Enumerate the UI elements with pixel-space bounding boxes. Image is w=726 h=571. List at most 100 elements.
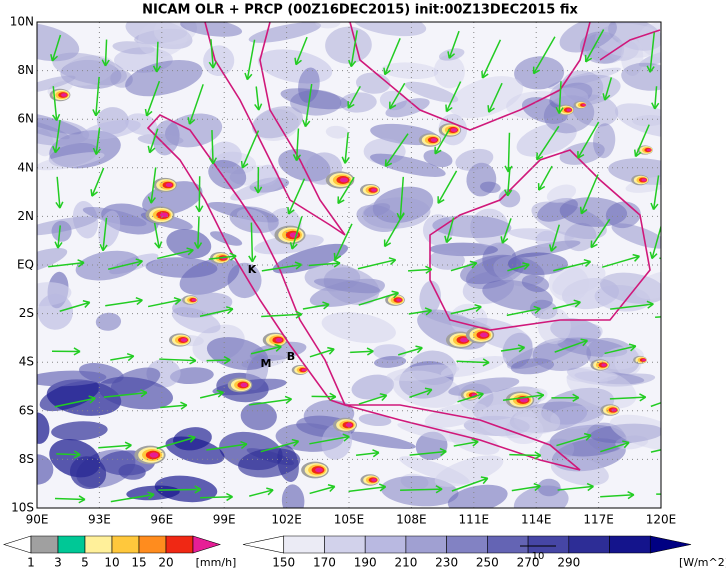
olr-patch — [110, 69, 133, 88]
olr-patch — [280, 88, 349, 110]
olr-patch — [386, 364, 460, 381]
wind-arrow — [261, 263, 302, 272]
wind-arrowhead — [240, 160, 244, 169]
wind-arrowhead — [329, 396, 337, 401]
wind-arrowhead — [292, 154, 298, 161]
wind-arrowhead — [448, 53, 456, 59]
wind-arrowhead — [425, 265, 433, 271]
wind-arrow — [509, 453, 541, 457]
olr-patch — [559, 22, 617, 53]
wind-arrow — [610, 303, 654, 310]
wind-arrow — [160, 404, 187, 409]
wind-arrowhead — [344, 157, 350, 164]
wind-arrowhead — [304, 120, 311, 128]
precip-cell — [520, 397, 528, 403]
olr-patch — [248, 22, 322, 43]
precip-cell — [396, 298, 402, 302]
wind-arrowhead — [333, 252, 336, 260]
wind-arrow — [59, 301, 90, 312]
lon-label: 108E — [396, 513, 427, 527]
olr-patch — [37, 412, 50, 444]
lon-label: 93E — [88, 513, 111, 527]
olr-patch — [609, 414, 661, 451]
olr-patch — [479, 181, 501, 193]
precip-cell — [191, 298, 197, 302]
colorbar-segment — [192, 535, 221, 554]
wind-arrowhead — [580, 338, 588, 342]
colorbar-segment — [57, 535, 86, 554]
wind-arrow — [287, 178, 306, 215]
wind-arrowhead — [267, 489, 274, 496]
wind-arrow — [309, 348, 335, 358]
wind-arrow — [538, 165, 553, 191]
olr-patch — [51, 421, 108, 441]
colorbar-label: 1 — [27, 556, 35, 570]
wind-arrowhead — [482, 361, 490, 367]
wind-arrowhead — [101, 59, 107, 67]
colorbar-segment — [649, 535, 692, 554]
wind-arrow — [246, 39, 256, 80]
wind-arrowhead — [146, 110, 153, 117]
colorbar-label: 10 — [104, 556, 119, 570]
lat-label: EQ — [17, 258, 34, 272]
colorbar-label: 15 — [131, 556, 146, 570]
wind-arrowhead — [240, 440, 248, 445]
precip-cell — [566, 108, 572, 112]
olr-patch — [566, 367, 609, 385]
olr-patch — [541, 387, 615, 425]
wind-arrowhead — [77, 259, 85, 264]
wind-arrow — [105, 299, 143, 307]
wind-arrowhead — [194, 485, 202, 490]
wind-arrowhead — [522, 262, 530, 266]
wind-arrowhead — [285, 398, 293, 404]
wind-arrow — [103, 391, 147, 398]
olr-patch — [379, 90, 407, 111]
wind-arrowhead — [287, 206, 290, 215]
wind-arrowhead — [680, 255, 686, 259]
wind-arrowhead — [208, 61, 214, 69]
wind-arrowhead — [323, 303, 330, 310]
olr-patch — [362, 197, 431, 229]
wind-arrow — [399, 176, 405, 220]
wind-arrow — [200, 496, 233, 499]
wind-arrowhead — [582, 339, 589, 347]
precip-cell — [430, 138, 438, 142]
precip-cell — [371, 478, 377, 482]
wind-arrowhead — [691, 311, 697, 314]
wind-arrowhead — [435, 488, 443, 494]
olr-patch — [531, 201, 607, 240]
wind-arrow — [507, 132, 511, 173]
wind-arrow — [56, 453, 81, 456]
colorbar-segment — [446, 535, 488, 554]
wind-arrowhead — [573, 299, 581, 303]
wind-arrowhead — [649, 251, 653, 259]
wind-arrow — [434, 128, 451, 155]
lat-label: 2N — [17, 209, 34, 223]
wind-arrowhead — [471, 438, 479, 443]
wind-arrowhead — [647, 303, 654, 309]
wind-arrowhead — [538, 185, 546, 191]
wind-arrowhead — [156, 65, 162, 73]
wind-arrow — [98, 444, 132, 449]
olr-patch — [561, 70, 604, 103]
olr-patch — [257, 49, 333, 84]
olr-patch — [455, 148, 494, 171]
wind-arrow — [54, 497, 85, 501]
wind-arrowhead — [675, 494, 681, 497]
wind-arrow — [456, 360, 490, 364]
olr-patch — [253, 109, 299, 141]
olr-patch — [363, 138, 406, 165]
wind-arrowhead — [550, 245, 557, 252]
wind-arrowhead — [148, 493, 155, 500]
wind-arrowhead — [602, 93, 606, 101]
wind-vectors — [48, 29, 697, 504]
wind-arrow — [552, 301, 581, 310]
lon-label: 111E — [459, 513, 490, 527]
precip-cell — [340, 177, 348, 183]
wind-arrowhead — [670, 444, 677, 446]
wind-arrowhead — [294, 261, 302, 266]
olr-patch — [112, 41, 155, 55]
wind-arrow — [156, 436, 196, 450]
wind-arrowhead — [288, 209, 295, 215]
